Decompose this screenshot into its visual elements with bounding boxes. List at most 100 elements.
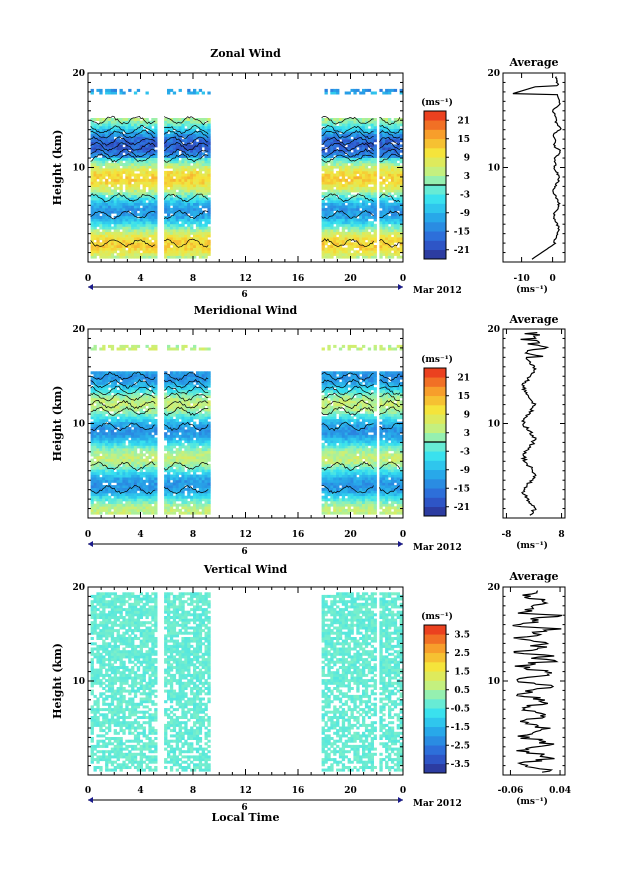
heatmap-cell	[204, 136, 208, 140]
heatmap-cell	[119, 450, 123, 454]
heatmap-cell	[133, 471, 138, 475]
heatmap-cell	[175, 255, 179, 259]
heatmap-cell	[116, 493, 120, 497]
heatmap-cell	[142, 411, 146, 414]
heatmap-cell	[125, 344, 129, 348]
heatmap-cell	[139, 371, 143, 375]
heatmap-cell	[131, 168, 135, 172]
heatmap-cell	[204, 168, 208, 172]
heatmap-cell	[367, 234, 372, 238]
heatmap-cell	[350, 160, 354, 164]
heatmap-cell	[353, 229, 357, 233]
heatmap-cell	[93, 384, 97, 388]
heatmap-cell	[102, 120, 106, 124]
heatmap-cell	[356, 168, 360, 172]
heatmap-cell	[125, 469, 129, 473]
heatmap-cell	[330, 245, 334, 248]
heatmap-cell	[187, 245, 191, 248]
heatmap-cell	[122, 440, 126, 444]
heatmap-cell	[350, 144, 354, 148]
heatmap-cell	[125, 255, 129, 259]
heatmap-cell	[116, 405, 120, 409]
heatmap-cell	[93, 426, 97, 430]
heatmap-cell	[142, 485, 146, 489]
heatmap-cell	[164, 506, 168, 510]
heatmap-cell	[359, 218, 363, 222]
heatmap-cell	[116, 173, 120, 177]
heatmap-cell	[154, 120, 158, 124]
heatmap-cell	[90, 152, 94, 156]
heatmap-cell	[90, 226, 94, 230]
heatmap-cell	[122, 456, 126, 459]
heatmap-cell	[96, 250, 100, 254]
heatmap-cell	[370, 221, 374, 225]
heatmap-cell	[333, 207, 337, 211]
heatmap-cell	[169, 379, 174, 383]
heatmap-cell	[151, 229, 155, 233]
heatmap-cell	[385, 226, 389, 230]
heatmap-cell	[167, 469, 171, 473]
heatmap-cell	[122, 125, 126, 129]
heatmap-cell	[324, 215, 328, 219]
heatmap-cell	[105, 426, 109, 430]
heatmap-cell	[151, 469, 155, 473]
heatmap-cell	[336, 173, 340, 177]
heatmap-cell	[148, 419, 152, 422]
heatmap-cell	[128, 347, 132, 351]
heatmap-cell	[142, 442, 146, 446]
heatmap-cell	[96, 400, 100, 404]
heatmap-cell	[133, 458, 138, 462]
heatmap-cell	[145, 421, 149, 425]
heatmap-cell	[108, 215, 112, 219]
heatmap-cell	[128, 381, 132, 385]
heatmap-cell	[136, 250, 141, 254]
heatmap-cell	[110, 234, 115, 238]
heatmap-cell	[93, 176, 97, 180]
heatmap-cell	[341, 231, 346, 235]
heatmap-cell	[379, 173, 383, 177]
heatmap-cell	[96, 242, 100, 246]
heatmap-cell	[93, 252, 97, 256]
heatmap-cell	[169, 511, 174, 515]
heatmap-cell	[119, 242, 123, 246]
heatmap-cell	[142, 157, 146, 161]
heatmap-cell	[148, 239, 152, 243]
heatmap-cell	[131, 474, 135, 478]
heatmap-cell	[133, 120, 138, 124]
heatmap-cell	[390, 144, 395, 148]
heatmap-cell	[142, 501, 146, 504]
heatmap-cell	[362, 163, 366, 166]
heatmap-cell	[364, 144, 369, 148]
heatmap-cell	[142, 255, 146, 259]
heatmap-cell	[102, 498, 106, 502]
heatmap-cell	[148, 152, 152, 156]
heatmap-cell	[119, 215, 123, 219]
heatmap-cell	[373, 197, 377, 201]
heatmap-cell	[139, 413, 143, 417]
heatmap-cell	[341, 141, 346, 145]
heatmap-cell	[330, 207, 334, 211]
colorbar-segment	[424, 120, 446, 130]
heatmap-cell	[139, 461, 143, 465]
heatmap-cell	[330, 184, 334, 188]
heatmap-cell	[113, 411, 117, 414]
heatmap-cell	[99, 170, 103, 174]
heatmap-cell	[181, 226, 185, 230]
heatmap-cell	[131, 511, 135, 515]
heatmap-cell	[102, 395, 106, 399]
heatmap-cell	[113, 506, 117, 510]
heatmap-cell	[96, 419, 100, 422]
heatmap-cell	[133, 210, 138, 214]
heatmap-cell	[388, 170, 392, 174]
heatmap-cell	[169, 223, 174, 227]
heatmap-cell	[379, 250, 383, 254]
heatmap-cell	[110, 445, 115, 449]
heatmap-cell	[125, 152, 129, 156]
heatmap-cell	[131, 218, 135, 222]
heatmap-cell	[367, 226, 372, 230]
heatmap-cell	[327, 245, 331, 248]
heatmap-cell	[338, 213, 343, 217]
heatmap-cell	[148, 160, 152, 164]
heatmap-cell	[102, 189, 106, 193]
colorbar-tick-label: 3	[464, 172, 470, 182]
